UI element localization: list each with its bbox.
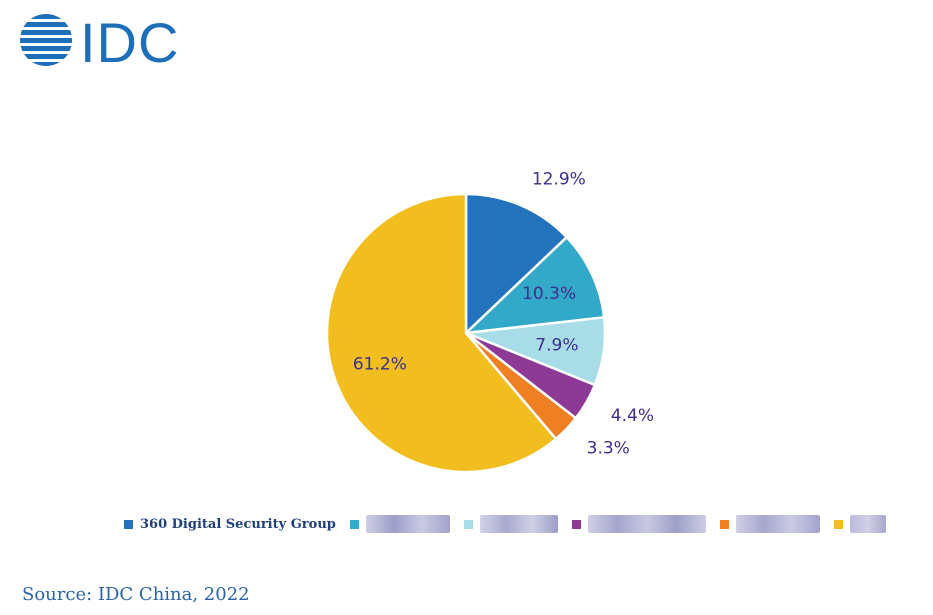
legend-swatch [463, 519, 473, 529]
redacted-legend-label [365, 515, 450, 533]
legend-item-redacted [349, 515, 450, 533]
legend-swatch [349, 519, 359, 529]
redacted-legend-label [587, 515, 706, 533]
legend-item-redacted [463, 515, 558, 533]
pie-slice [325, 192, 558, 474]
pie-slice [464, 235, 606, 335]
redacted-legend-label [735, 515, 820, 533]
legend-item-redacted [833, 515, 886, 533]
slice-label: 3.3% [587, 438, 630, 458]
svg-text:IDC: IDC [80, 12, 179, 68]
legend-item-redacted [719, 515, 820, 533]
legend-label: 360 Digital Security Group [140, 516, 336, 532]
idc-logo: IDC [18, 12, 198, 68]
legend-swatch [719, 519, 729, 529]
slice-label: 12.9% [532, 170, 586, 190]
legend-swatch [571, 519, 581, 529]
legend-swatch [833, 519, 843, 529]
source-note: Source: IDC China, 2022 [22, 584, 250, 605]
pie-slice [464, 192, 568, 335]
slice-label: 61.2% [353, 355, 407, 375]
redacted-legend-label [479, 515, 558, 533]
slice-label: 4.4% [611, 406, 654, 426]
legend-swatch [124, 519, 133, 529]
legend-item-360: 360 Digital Security Group [124, 517, 336, 532]
legend: 360 Digital Security Group [124, 510, 900, 538]
redacted-legend-label [849, 515, 886, 533]
slice-label: 10.3% [522, 284, 576, 304]
legend-item-redacted [571, 515, 706, 533]
slice-label: 7.9% [535, 335, 578, 355]
